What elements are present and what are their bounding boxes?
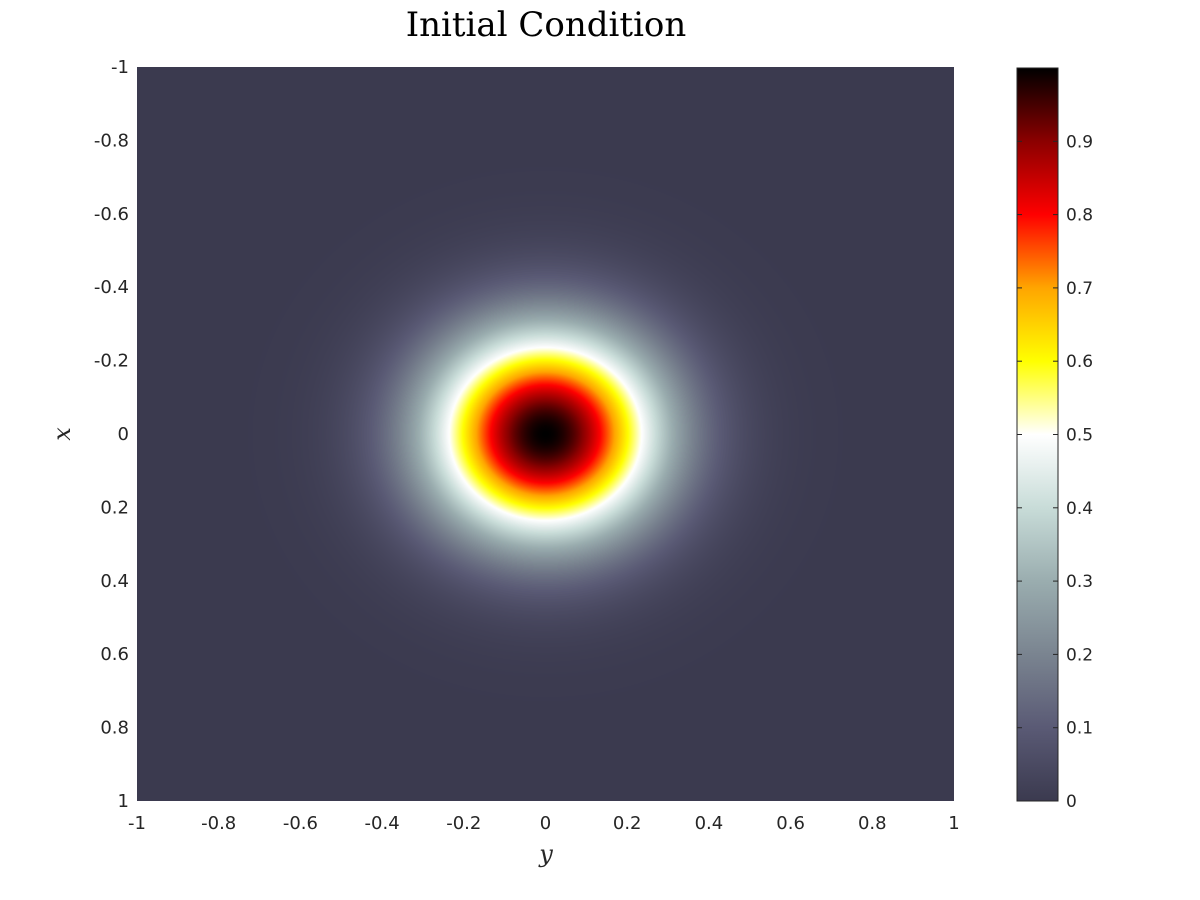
y-tick-label: 0.8	[100, 718, 129, 739]
y-axis: -1 -0.8 -0.6 -0.4 -0.2 0 0.2 0.4 0.6 0.8 1	[94, 57, 129, 812]
chart-title: Initial Condition	[406, 5, 687, 45]
colorbar-tick-label: 0.4	[1066, 499, 1093, 519]
colorbar: 0 0.1 0.2 0.3 0.4 0.5 0.6 0.7 0.8 0.9	[1016, 67, 1093, 812]
y-tick-label: 0.2	[100, 497, 129, 518]
x-tick-label: 0.8	[858, 813, 887, 834]
x-tick-label: -0.6	[283, 813, 318, 834]
colorbar-tick-label: 0.5	[1066, 426, 1093, 446]
y-tick-label: 0.6	[100, 644, 129, 665]
plot-area	[137, 67, 954, 801]
x-axis-title: y	[538, 840, 553, 868]
colorbar-tick-label: 0.8	[1066, 206, 1093, 226]
x-tick-label: -0.8	[201, 813, 236, 834]
colorbar-ticks: 0 0.1 0.2 0.3 0.4 0.5 0.6 0.7 0.8 0.9	[1017, 132, 1093, 812]
colorbar-tick-label: 0	[1066, 792, 1077, 812]
x-tick-label: -0.4	[365, 813, 400, 834]
y-tick-label: -0.2	[94, 351, 129, 372]
heatmap-surface	[137, 67, 954, 801]
x-tick-label: -1	[128, 813, 146, 834]
y-tick-label: -0.4	[94, 277, 129, 298]
colorbar-tick-label: 0.6	[1066, 352, 1093, 372]
colorbar-tick-label: 0.3	[1066, 572, 1093, 592]
x-tick-label: 0	[540, 813, 551, 834]
colorbar-tick-label: 0.7	[1066, 279, 1093, 299]
colorbar-gradient	[1016, 67, 1059, 802]
colorbar-tick-label: 0.1	[1066, 719, 1093, 739]
y-tick-label: -0.8	[94, 130, 129, 151]
x-tick-label: 0.6	[776, 813, 805, 834]
y-tick-label: -1	[111, 57, 129, 78]
x-tick-label: -0.2	[446, 813, 481, 834]
y-tick-label: 0	[118, 424, 129, 445]
x-tick-label: 1	[948, 813, 959, 834]
y-tick-label: -0.6	[94, 204, 129, 225]
y-axis-title: x	[48, 427, 76, 441]
x-tick-label: 0.2	[613, 813, 642, 834]
y-tick-label: 1	[118, 791, 129, 812]
y-tick-label: 0.4	[100, 571, 129, 592]
colorbar-tick-label: 0.2	[1066, 645, 1093, 665]
x-axis: -1 -0.8 -0.6 -0.4 -0.2 0 0.2 0.4 0.6 0.8 1	[128, 813, 960, 834]
x-tick-label: 0.4	[695, 813, 724, 834]
colorbar-tick-label: 0.9	[1066, 132, 1093, 152]
